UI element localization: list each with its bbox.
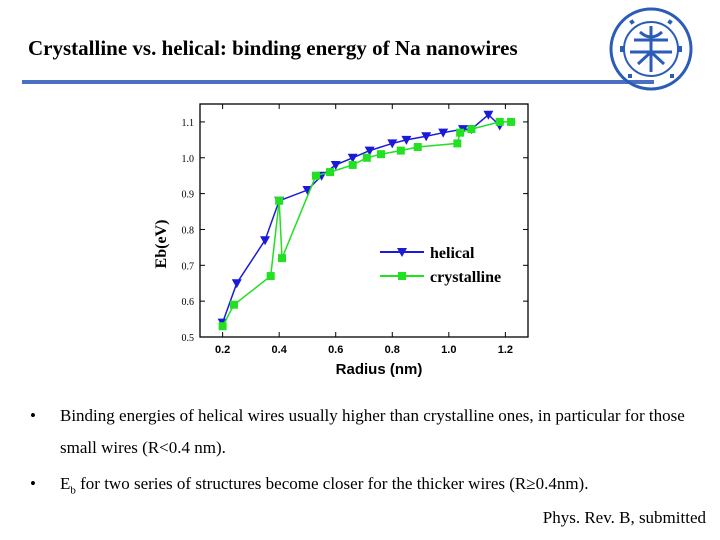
- x-axis-ticks: 0.2 0.4 0.6 0.8 1.0 1.2: [215, 104, 513, 356]
- helical-point-11: [421, 132, 432, 142]
- y-axis-label: Eb(eV): [153, 220, 170, 269]
- helical-point-12: [438, 128, 449, 138]
- series-helical: [217, 110, 505, 328]
- helical-point-9: [387, 139, 398, 149]
- helical-point-10: [401, 135, 412, 145]
- crystalline-point-3: [275, 196, 284, 205]
- crystalline-point-16: [507, 117, 516, 126]
- y-tick-label-5: 1.0: [182, 154, 195, 165]
- binding-energy-chart: 0.5 0.6 0.7 0.8 0.9 1.0 1.1 0.2 0.4 0.6 0.8 1.0 1.2…: [153, 103, 529, 378]
- x-tick-label-5: 1.2: [498, 344, 513, 356]
- bullet-item-2: • Eb for two series of structures become…: [30, 468, 710, 506]
- bullet-text-1: Binding energies of helical wires usuall…: [60, 406, 685, 457]
- legend-marker-crystalline: [398, 272, 406, 280]
- plot-frame: [199, 103, 529, 338]
- crystalline-point-6: [326, 168, 335, 177]
- crystalline-point-13: [456, 128, 465, 137]
- crystalline-point-11: [413, 143, 422, 152]
- x-axis-label: Radius (nm): [336, 361, 423, 378]
- bullet-text-2: Eb for two series of structures become c…: [60, 474, 589, 497]
- crystalline-point-9: [376, 150, 385, 159]
- slide-title: Crystalline vs. helical: binding energy …: [28, 36, 518, 60]
- crystalline-point-10: [396, 146, 405, 155]
- crystalline-point-8: [362, 153, 371, 162]
- series-crystalline: [218, 117, 516, 331]
- helical-point-2: [260, 236, 271, 246]
- crystalline-point-7: [348, 160, 357, 169]
- title-divider: [22, 80, 654, 84]
- citation: Phys. Rev. B, submitted: [542, 508, 706, 527]
- crystalline-point-1: [229, 300, 238, 309]
- series-layer: [217, 110, 516, 331]
- helical-point-15: [483, 110, 494, 120]
- legend-marker-helical: [397, 248, 407, 257]
- x-tick-label-1: 0.4: [272, 344, 288, 356]
- x-tick-label-0: 0.2: [215, 344, 230, 356]
- crystalline-point-15: [495, 117, 504, 126]
- helical-point-1: [231, 279, 242, 289]
- crystalline-point-5: [311, 171, 320, 180]
- y-tick-label-6: 1.1: [182, 118, 195, 129]
- bullet-item-1: • Binding energies of helical wires usua…: [30, 400, 710, 464]
- university-seal-icon: [609, 7, 693, 91]
- legend-label-crystalline: crystalline: [430, 269, 501, 286]
- x-tick-label-4: 1.0: [441, 344, 456, 356]
- y-tick-label-1: 0.6: [182, 297, 195, 308]
- y-tick-label-3: 0.8: [182, 225, 195, 236]
- legend-label-helical: helical: [430, 245, 475, 262]
- bullet-dot: •: [30, 474, 36, 493]
- helical-point-8: [364, 146, 375, 156]
- x-tick-label-3: 0.8: [385, 344, 400, 356]
- crystalline-point-12: [453, 139, 462, 148]
- crystalline-point-2: [266, 272, 275, 281]
- y-tick-label-4: 0.9: [182, 190, 195, 201]
- helical-point-7: [347, 153, 358, 163]
- helical-point-6: [330, 160, 341, 170]
- x-tick-label-2: 0.6: [328, 344, 343, 356]
- chart-legend: helical crystalline: [380, 245, 501, 286]
- crystalline-point-4: [278, 254, 286, 263]
- bullet-dot: •: [30, 406, 36, 425]
- y-tick-label-0: 0.5: [182, 333, 195, 344]
- bullet-list: • Binding energies of helical wires usua…: [30, 400, 710, 506]
- crystalline-point-0: [218, 322, 227, 331]
- y-tick-label-2: 0.7: [182, 261, 195, 272]
- crystalline-point-14: [467, 125, 476, 134]
- y-axis-ticks: 0.5 0.6 0.7 0.8 0.9 1.0 1.1: [182, 118, 528, 344]
